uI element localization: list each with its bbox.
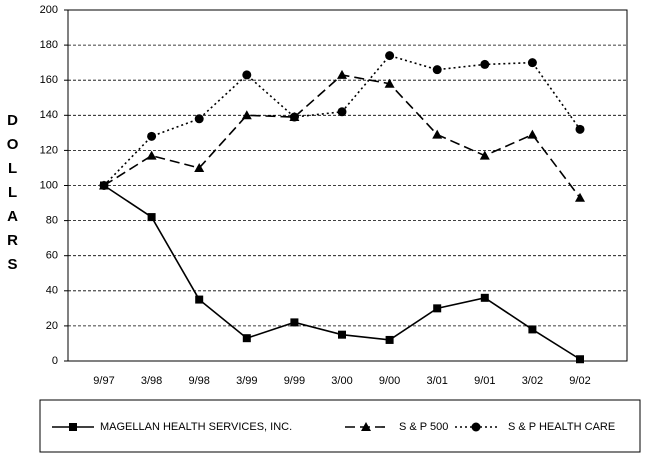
marker: [338, 330, 346, 339]
y-tick-label: 180: [40, 39, 58, 51]
marker: [99, 181, 109, 190]
x-tick-label: 3/02: [522, 375, 543, 387]
marker: [194, 114, 204, 124]
y-tick-label: 120: [40, 144, 58, 156]
marker: [337, 69, 347, 79]
y-tick-label: 100: [40, 179, 58, 191]
marker: [479, 150, 490, 160]
series-line: [103, 74, 581, 199]
x-tick-label: 9/98: [188, 375, 209, 387]
x-tick-label: 3/00: [331, 375, 352, 387]
x-tick-label: 9/99: [284, 375, 305, 387]
marker: [384, 78, 395, 88]
marker: [480, 293, 489, 302]
y-tick-label: 160: [40, 74, 58, 86]
marker: [194, 162, 205, 172]
marker: [290, 318, 299, 327]
marker: [242, 334, 251, 343]
y-axis-label: DOLLARS: [4, 112, 21, 280]
legend-marker: [471, 422, 481, 432]
marker: [195, 295, 204, 304]
legend-marker: [69, 423, 77, 431]
legend-label: MAGELLAN HEALTH SERVICES, INC.: [100, 421, 292, 433]
marker: [385, 335, 394, 344]
x-tick-label: 9/01: [474, 375, 495, 387]
y-tick-label: 40: [46, 285, 58, 297]
x-tick-label: 9/00: [379, 375, 400, 387]
x-tick-label: 3/99: [236, 375, 257, 387]
marker: [576, 355, 584, 364]
legend-marker: [361, 422, 371, 431]
y-tick-label: 80: [46, 215, 58, 227]
legend-label: S & P 500: [399, 421, 448, 433]
marker: [147, 131, 157, 141]
marker: [337, 107, 347, 117]
marker: [575, 124, 585, 134]
marker: [289, 112, 299, 122]
x-tick-label: 3/01: [426, 375, 447, 387]
legend-frame: [39, 399, 641, 453]
y-tick-label: 200: [40, 4, 58, 16]
marker: [575, 192, 585, 202]
marker: [385, 51, 395, 61]
marker: [432, 129, 443, 139]
y-tick-label: 60: [46, 250, 58, 262]
marker: [146, 150, 157, 160]
marker: [528, 325, 537, 334]
y-tick-label: 20: [46, 320, 58, 332]
x-tick-label: 3/98: [141, 375, 162, 387]
marker: [527, 129, 538, 139]
marker: [432, 65, 442, 75]
marker: [242, 70, 252, 80]
y-tick-label: 0: [52, 355, 58, 367]
x-tick-label: 9/97: [93, 375, 114, 387]
marker: [241, 110, 252, 120]
marker: [433, 304, 442, 313]
legend-label: S & P HEALTH CARE: [508, 421, 615, 433]
x-tick-label: 9/02: [569, 375, 590, 387]
y-tick-label: 140: [40, 109, 58, 121]
marker: [147, 213, 156, 222]
marker: [480, 59, 490, 69]
marker: [527, 58, 537, 68]
